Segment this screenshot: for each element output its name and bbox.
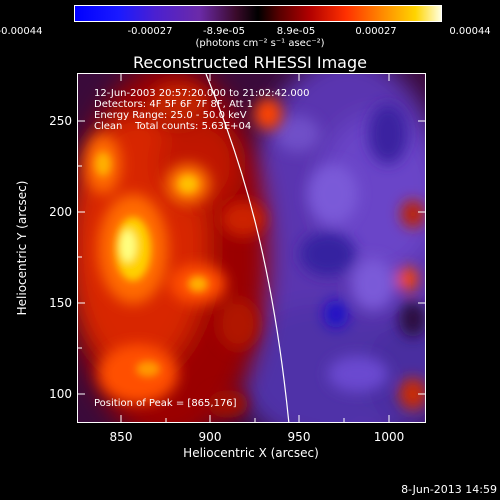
y-tick-label: 250 — [49, 114, 72, 128]
colorbar-tick-label: -0.00044 — [0, 26, 43, 37]
energy-range-label: Energy Range: 25.0 - 50.0 keV — [94, 110, 247, 121]
observation-time-range: 12-Jun-2003 20:57:20.000 to 21:02:42.000 — [94, 88, 310, 99]
colorbar-tick-label: -8.9e-05 — [203, 26, 245, 37]
y-axis-label: Heliocentric Y (arcsec) — [15, 180, 29, 316]
plot-title: Reconstructed RHESSI Image — [133, 53, 367, 72]
y-tick-label: 200 — [49, 205, 72, 219]
colorbar-tick-label: 8.9e-05 — [276, 26, 316, 37]
clean-total-counts-label: Clean Total counts: 5.63E+04 — [94, 121, 252, 132]
peak-position-label: Position of Peak = [865,176] — [94, 398, 237, 409]
image-plot-area — [77, 73, 426, 423]
x-tick-label: 950 — [287, 430, 311, 444]
x-tick-label: 850 — [109, 430, 133, 444]
peak-emission-core — [95, 152, 208, 377]
solar-limb-line — [205, 74, 290, 422]
y-tick-label: 100 — [49, 387, 72, 401]
negative-emission-detail — [276, 104, 425, 410]
colorbar-units-label: (photons cm⁻² s⁻¹ asec⁻²) — [195, 38, 325, 49]
rhessi-image — [78, 74, 425, 422]
colorbar — [74, 5, 442, 22]
footer-timestamp: 8-Jun-2013 14:59 — [401, 483, 497, 496]
x-tick-label: 900 — [198, 430, 222, 444]
x-axis-label: Heliocentric X (arcsec) — [183, 446, 319, 460]
detectors-label: Detectors: 4F 5F 6F 7F 8F, Att 1 — [94, 99, 254, 110]
colorbar-tick-label: 0.00044 — [449, 26, 491, 37]
colorbar-tick-label: -0.00027 — [127, 26, 173, 37]
colorbar-tick-label: 0.00027 — [355, 26, 397, 37]
y-tick-label: 150 — [49, 296, 72, 310]
x-tick-label: 1000 — [373, 430, 405, 444]
